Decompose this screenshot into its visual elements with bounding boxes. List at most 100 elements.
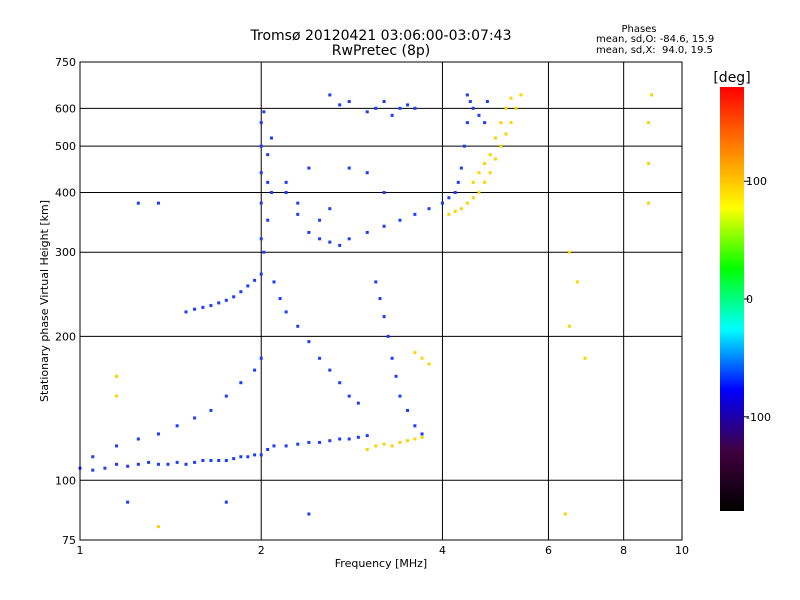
scatter-point xyxy=(296,442,300,446)
scatter-point xyxy=(477,190,481,194)
x-tick-label: 6 xyxy=(545,544,552,557)
colorbar-label: [deg] xyxy=(713,70,750,86)
scatter-point xyxy=(266,153,270,157)
scatter-point xyxy=(307,166,311,170)
scatter-point xyxy=(175,424,179,428)
scatter-point xyxy=(519,93,523,97)
scatter-point xyxy=(413,351,417,355)
y-axis-label: Stationary phase Virtual Height [km] xyxy=(38,200,51,402)
y-tick-label: 75 xyxy=(62,534,76,547)
scatter-point xyxy=(413,106,417,110)
scatter-point xyxy=(209,408,213,412)
scatter-point xyxy=(365,447,369,451)
scatter-point xyxy=(259,171,263,175)
scatter-point xyxy=(91,455,95,459)
scatter-point xyxy=(175,460,179,464)
scatter-points xyxy=(78,93,654,529)
scatter-point xyxy=(347,100,351,104)
phases-title: Phases xyxy=(621,24,656,35)
scatter-point xyxy=(253,453,257,457)
scatter-point xyxy=(465,201,469,205)
scatter-point xyxy=(504,132,508,136)
colorbar-tick-label: 100 xyxy=(746,175,767,188)
y-tick-label: 500 xyxy=(55,140,76,153)
scatter-point xyxy=(356,435,360,439)
scatter-point xyxy=(307,512,311,516)
scatter-point xyxy=(278,297,282,301)
scatter-point xyxy=(406,408,410,412)
scatter-point xyxy=(115,444,119,448)
scatter-point xyxy=(209,458,213,462)
scatter-point xyxy=(650,93,654,97)
scatter-point xyxy=(193,416,197,420)
scatter-point xyxy=(365,171,369,175)
scatter-point xyxy=(453,190,457,194)
scatter-point xyxy=(217,301,221,305)
scatter-point xyxy=(209,304,213,308)
y-tick-label: 200 xyxy=(55,330,76,343)
y-tick-label: 100 xyxy=(55,474,76,487)
y-tick-label: 300 xyxy=(55,246,76,259)
x-axis-ticks: 1 2 4 6 8 10 xyxy=(77,544,690,557)
scatter-point xyxy=(338,437,342,441)
scatter-point xyxy=(307,230,311,234)
colorbar-ticks: 100 0 -100 xyxy=(744,175,771,424)
scatter-point xyxy=(390,444,394,448)
scatter-point xyxy=(193,460,197,464)
scatter-point xyxy=(136,437,140,441)
scatter-point xyxy=(485,100,489,104)
scatter-point xyxy=(493,157,497,161)
scatter-point xyxy=(471,106,475,110)
scatter-point xyxy=(365,434,369,438)
scatter-point xyxy=(259,121,263,125)
scatter-point xyxy=(465,121,469,125)
scatter-point xyxy=(328,207,332,211)
scatter-point xyxy=(318,237,322,241)
scatter-point xyxy=(374,444,378,448)
scatter-point xyxy=(296,324,300,328)
scatter-point xyxy=(296,201,300,205)
scatter-point xyxy=(462,144,466,148)
scatter-point xyxy=(136,462,140,466)
scatter-point xyxy=(266,447,270,451)
y-tick-label: 600 xyxy=(55,102,76,115)
scatter-point xyxy=(224,298,228,302)
scatter-point xyxy=(647,121,651,125)
scatter-point xyxy=(483,180,487,184)
scatter-point xyxy=(647,201,651,205)
scatter-point xyxy=(224,458,228,462)
scatter-point xyxy=(347,237,351,241)
colorbar-tick-label: 0 xyxy=(746,293,753,306)
scatter-point xyxy=(166,462,170,466)
scatter-point xyxy=(563,512,567,516)
x-tick-label: 8 xyxy=(620,544,627,557)
scatter-point xyxy=(447,212,451,216)
scatter-point xyxy=(259,201,263,205)
grid xyxy=(80,62,682,540)
scatter-point xyxy=(382,315,386,319)
scatter-point xyxy=(427,207,431,211)
scatter-point xyxy=(269,190,273,194)
scatter-point xyxy=(232,295,236,299)
scatter-point xyxy=(488,171,492,175)
scatter-point xyxy=(184,310,188,314)
scatter-point xyxy=(284,180,288,184)
scatter-point xyxy=(509,96,513,100)
colorbar xyxy=(720,87,744,511)
scatter-point xyxy=(328,93,332,97)
scatter-point xyxy=(224,394,228,398)
scatter-point xyxy=(420,432,424,436)
scatter-point xyxy=(156,525,160,529)
scatter-point xyxy=(382,100,386,104)
scatter-point xyxy=(318,440,322,444)
scatter-point xyxy=(420,356,424,360)
phases-line-o: mean, sd,O: -84.6, 15.9 xyxy=(596,34,714,45)
scatter-point xyxy=(440,201,444,205)
scatter-point xyxy=(103,466,107,470)
scatter-point xyxy=(406,439,410,443)
scatter-point xyxy=(427,362,431,366)
scatter-point xyxy=(567,324,571,328)
scatter-point xyxy=(413,212,417,216)
scatter-point xyxy=(504,106,508,110)
scatter-point xyxy=(365,230,369,234)
